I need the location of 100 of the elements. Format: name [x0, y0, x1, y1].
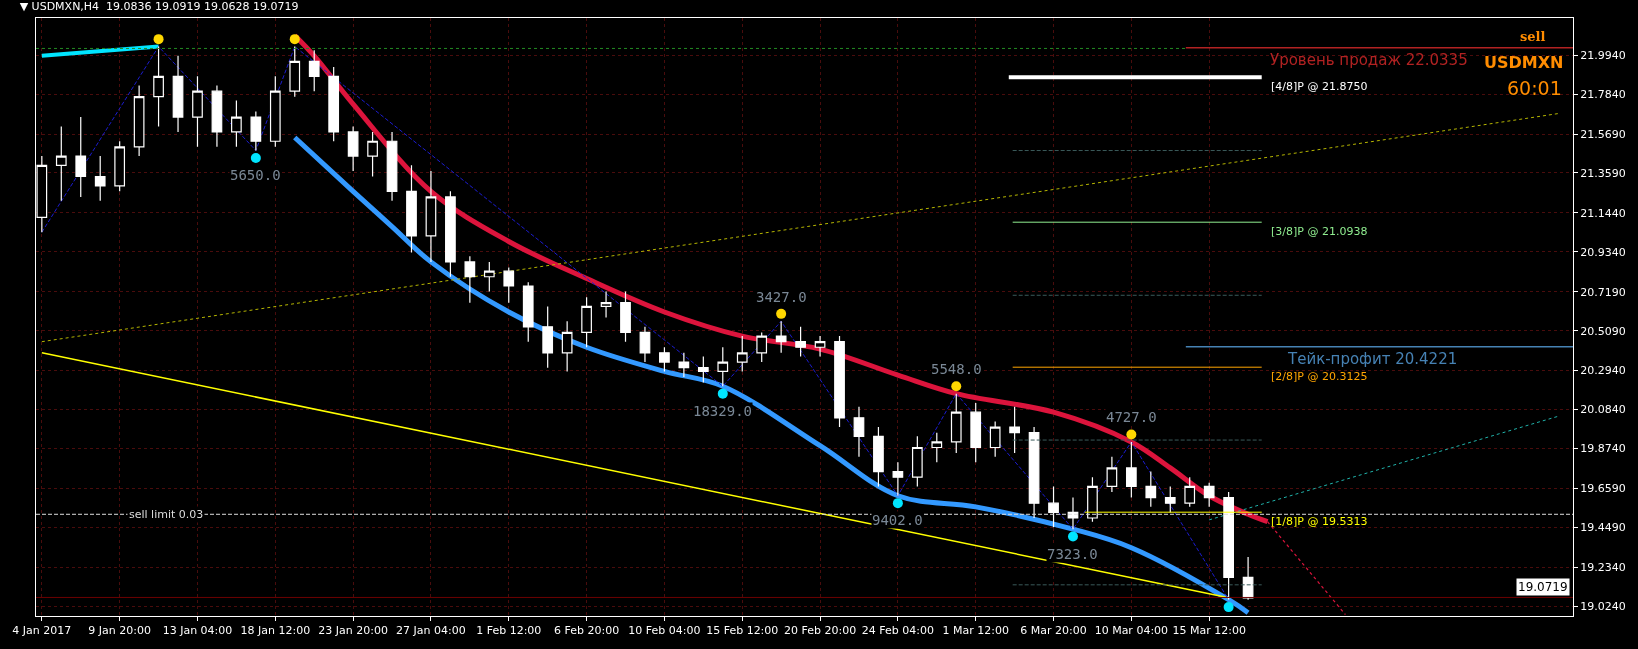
candlestick	[1242, 556, 1254, 601]
candlestick	[425, 170, 437, 263]
point	[1067, 531, 1078, 542]
y-tick-label: 19.2340	[1580, 561, 1626, 575]
candlestick	[970, 402, 982, 463]
chart-title: ▼ USDMXN,H4 19.0836 19.0919 19.0628 19.0719	[19, 0, 299, 13]
y-tick-label: 19.4490	[1580, 521, 1626, 535]
candlestick	[211, 84, 223, 148]
y-tick-label: 19.6590	[1580, 482, 1626, 496]
ref-line-label: [4/8]P @ 21.8750	[1271, 80, 1368, 93]
point	[892, 498, 903, 509]
candlestick	[659, 346, 670, 372]
ref-line-label: 19.0719	[1518, 580, 1568, 594]
ref-line-label: Тейк-профит 20.4221	[1287, 350, 1458, 368]
x-tick-label: 15 Mar 12:00	[1172, 624, 1246, 638]
y-tick-label: 19.0240	[1580, 600, 1626, 614]
ref-line-label: Уровень продаж 22.0335	[1270, 51, 1468, 69]
ref-line-label: [3/8]P @ 21.0938	[1271, 225, 1368, 238]
candlestick	[989, 420, 1001, 458]
y-tick-label: 20.2940	[1580, 364, 1626, 378]
candlestick	[386, 131, 398, 202]
candlestick	[114, 140, 126, 192]
candlestick	[445, 190, 456, 278]
candlestick	[153, 45, 164, 127]
candlestick	[231, 99, 242, 148]
annotation: 60:01	[1507, 77, 1562, 99]
candlestick	[911, 435, 923, 488]
annotation: 7323.0	[1047, 546, 1098, 562]
x-tick-label: 9 Jan 20:00	[88, 624, 151, 638]
candlestick	[620, 290, 631, 343]
candlestick	[853, 406, 865, 458]
x-tick-label: 10 Mar 04:00	[1094, 624, 1169, 638]
annotation: 9402.0	[872, 512, 923, 528]
candlestick	[250, 110, 262, 152]
candlestick	[94, 155, 106, 202]
candlestick	[717, 346, 729, 387]
candlestick	[1125, 441, 1137, 499]
ref-line-label: [2/8]P @ 20.3125	[1271, 370, 1368, 383]
y-tick-label: 20.5090	[1580, 324, 1626, 338]
candlestick	[561, 320, 573, 372]
point	[153, 34, 164, 45]
point	[1223, 602, 1234, 613]
x-tick-label: 4 Jan 2017	[12, 624, 72, 638]
candlestick	[503, 266, 515, 304]
candlestick	[1145, 471, 1157, 508]
candlestick	[1028, 426, 1040, 519]
annotation: 5548.0	[931, 361, 982, 377]
candlestick	[581, 296, 592, 348]
ref-line-label: sell limit 0.03	[129, 508, 204, 521]
x-tick-label: 6 Mar 20:00	[1020, 624, 1087, 638]
x-tick-label: 1 Feb 12:00	[476, 624, 542, 638]
candlestick	[522, 281, 534, 343]
x-tick-label: 18 Jan 12:00	[240, 624, 311, 638]
annotation: sell	[1520, 29, 1546, 44]
candlestick	[406, 164, 417, 254]
y-tick-label: 20.9340	[1580, 245, 1626, 259]
point	[1126, 429, 1137, 440]
x-tick-label: 23 Jan 20:00	[318, 624, 388, 638]
candlestick	[133, 84, 145, 157]
y-tick-label: 21.1440	[1580, 206, 1626, 220]
candlestick	[639, 326, 651, 363]
point	[951, 381, 962, 392]
y-tick-label: 21.3590	[1580, 166, 1626, 180]
candlestick	[289, 45, 301, 98]
candlestick	[873, 426, 884, 488]
annotation: 3427.0	[756, 289, 807, 305]
candlestick	[1087, 476, 1098, 523]
candlestick	[367, 131, 378, 178]
x-tick-label: 13 Jan 04:00	[162, 624, 233, 638]
y-tick-label: 20.7190	[1580, 285, 1626, 299]
candlestick	[1067, 496, 1079, 530]
x-tick-label: 1 Mar 12:00	[942, 624, 1009, 638]
annotation: 18329.0	[693, 403, 753, 419]
candlestick	[192, 75, 203, 148]
candlestick	[1164, 485, 1176, 514]
y-tick-label: 21.9940	[1580, 48, 1626, 62]
candlestick	[1009, 406, 1020, 454]
candlestick	[756, 331, 768, 363]
x-tick-label: 20 Feb 20:00	[783, 624, 857, 638]
point	[250, 152, 261, 163]
point	[717, 388, 728, 399]
candlestick	[814, 335, 826, 358]
candlestick	[795, 326, 806, 358]
ref-line-label: [1/8]P @ 19.5313	[1271, 515, 1368, 528]
x-tick-label: 27 Jan 04:00	[396, 624, 466, 638]
candlestick	[75, 116, 87, 198]
y-tick-label: 20.0840	[1580, 403, 1626, 417]
candlestick	[1203, 482, 1215, 508]
y-tick-label: 21.5690	[1580, 127, 1626, 141]
candlestick	[172, 55, 184, 133]
y-tick-label: 21.7840	[1580, 87, 1626, 101]
x-tick-label: 10 Feb 04:00	[628, 624, 701, 638]
candlestick	[950, 393, 962, 454]
annotation: 4727.0	[1106, 409, 1157, 425]
annotation: USDMXN	[1484, 53, 1564, 72]
x-tick-label: 15 Feb 12:00	[706, 624, 779, 638]
candlestick	[308, 49, 320, 92]
candlestick	[600, 290, 612, 319]
candlestick	[678, 352, 690, 378]
candlestick	[328, 66, 340, 142]
